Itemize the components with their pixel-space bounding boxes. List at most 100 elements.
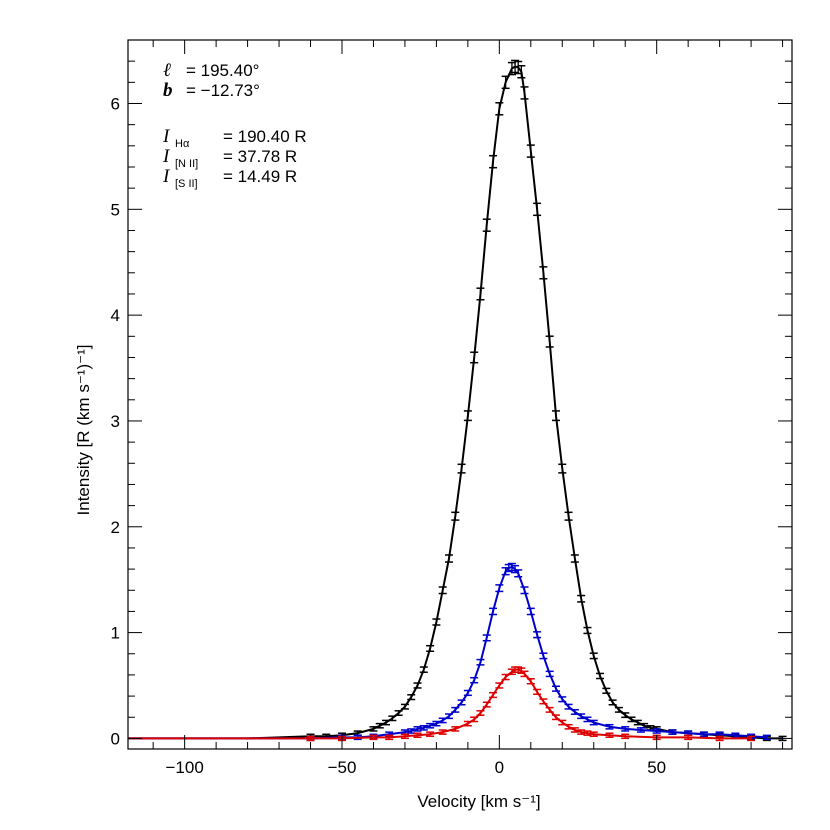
series-2-point — [489, 691, 498, 699]
series-1-point — [621, 726, 630, 732]
series-0-point — [602, 687, 611, 694]
series-0-point — [451, 511, 460, 521]
series-1-point — [583, 716, 592, 723]
series-1-point — [463, 689, 472, 697]
series-1-point — [668, 729, 677, 735]
series-1-point — [731, 732, 740, 739]
series-1-point — [444, 713, 453, 720]
series-2-point — [470, 716, 479, 723]
halpha-intensity-symbol: I — [162, 126, 171, 147]
series-2 — [128, 666, 756, 742]
series-0-point — [564, 511, 573, 521]
series-0-point — [444, 554, 453, 563]
halpha-intensity-sub: Hα — [175, 138, 190, 150]
series-1-point — [482, 634, 491, 642]
galactic-latitude-symbol: b — [163, 80, 173, 101]
series-0-point — [596, 672, 605, 680]
series-0-point — [517, 64, 526, 79]
series-1-point — [520, 586, 529, 595]
series-2-point — [539, 698, 548, 705]
series-2-point — [570, 727, 579, 733]
series-1-point — [589, 719, 598, 726]
ticks-layer: −100 −50 0 50 0 1 2 3 4 5 6 — [111, 40, 792, 777]
series-1-point — [419, 724, 428, 731]
sii-intensity-sub: [S II] — [175, 178, 198, 190]
series-2-point — [577, 729, 586, 735]
series-0-point — [495, 102, 504, 116]
sii-intensity-value: = 14.49 R — [223, 167, 297, 186]
series-0-point — [369, 726, 378, 732]
series-2-point — [583, 730, 592, 736]
series-1-point — [605, 723, 614, 730]
series-2-point — [369, 734, 378, 741]
series-1-point — [426, 722, 435, 729]
x-tick-label-1: −50 — [328, 758, 357, 777]
series-2-point — [476, 710, 485, 716]
series-0-point — [533, 202, 542, 217]
series-2-point — [621, 733, 630, 740]
series-1 — [128, 562, 771, 742]
series-2-point — [589, 731, 598, 737]
series-0-point — [545, 335, 554, 348]
series-0-point — [583, 626, 592, 635]
series-2-point — [545, 706, 554, 713]
nii-intensity-sub: [N II] — [175, 158, 198, 170]
series-0-point — [526, 144, 535, 158]
series-0-point — [400, 703, 409, 710]
series-0-point — [388, 715, 397, 722]
series-1-point — [533, 631, 542, 639]
series-0-point — [614, 706, 623, 713]
series-2-point — [564, 723, 573, 730]
x-tick-label-2: 0 — [495, 758, 504, 777]
series-2-point — [451, 726, 460, 732]
galactic-longitude-symbol: ℓ — [163, 60, 171, 81]
series-0-point — [426, 644, 435, 652]
series-2-point — [747, 735, 756, 742]
series-1-point — [551, 685, 560, 692]
series-1-point — [451, 706, 460, 713]
series-2-point — [495, 682, 504, 689]
series-0-point — [570, 554, 579, 563]
series-2-point — [306, 735, 315, 742]
series-1-point — [577, 713, 586, 720]
y-tick-label-3: 3 — [111, 412, 120, 431]
series-1-point — [652, 728, 661, 734]
nii-intensity-value: = 37.78 R — [223, 147, 297, 166]
series-1-point — [476, 658, 485, 666]
series-2-point — [551, 714, 560, 721]
series-1-point — [495, 584, 504, 593]
series-0-point — [577, 594, 586, 603]
series-1-point — [514, 569, 523, 578]
series-2-point — [526, 678, 535, 685]
series-0-point — [438, 586, 447, 595]
series-0-point — [558, 463, 567, 474]
series-1-point — [457, 699, 466, 706]
series-0-point — [413, 682, 422, 689]
series-1-point — [432, 720, 441, 727]
series-2-point — [385, 734, 394, 741]
galactic-latitude-value: = −12.73° — [186, 81, 260, 100]
series-0-point — [375, 722, 384, 729]
y-axis-label: Intensity [R (km s⁻¹)⁻¹] — [74, 345, 93, 516]
nii-intensity-symbol: I — [162, 146, 171, 167]
series-0-point — [457, 463, 466, 474]
series-0-point — [407, 694, 416, 701]
series-0-point — [489, 154, 498, 169]
x-axis-label: Velocity [km s⁻¹] — [417, 792, 540, 811]
x-tick-label-3: 50 — [647, 758, 666, 777]
series-0-point — [633, 719, 642, 726]
series-1-point — [489, 607, 498, 616]
series-0-point — [520, 86, 529, 100]
series-0-point — [482, 218, 491, 232]
series-2-point — [520, 670, 529, 678]
y-tick-label-2: 2 — [111, 518, 120, 537]
series-1-point — [526, 607, 535, 616]
series-1-point — [558, 696, 567, 703]
series-0-point — [589, 652, 598, 660]
series-2-point — [533, 688, 542, 696]
series-0-point — [551, 410, 560, 422]
series-2-point — [413, 732, 422, 739]
series-1-point — [545, 670, 554, 678]
series-2-point — [400, 733, 409, 740]
series-0-line — [128, 65, 783, 740]
